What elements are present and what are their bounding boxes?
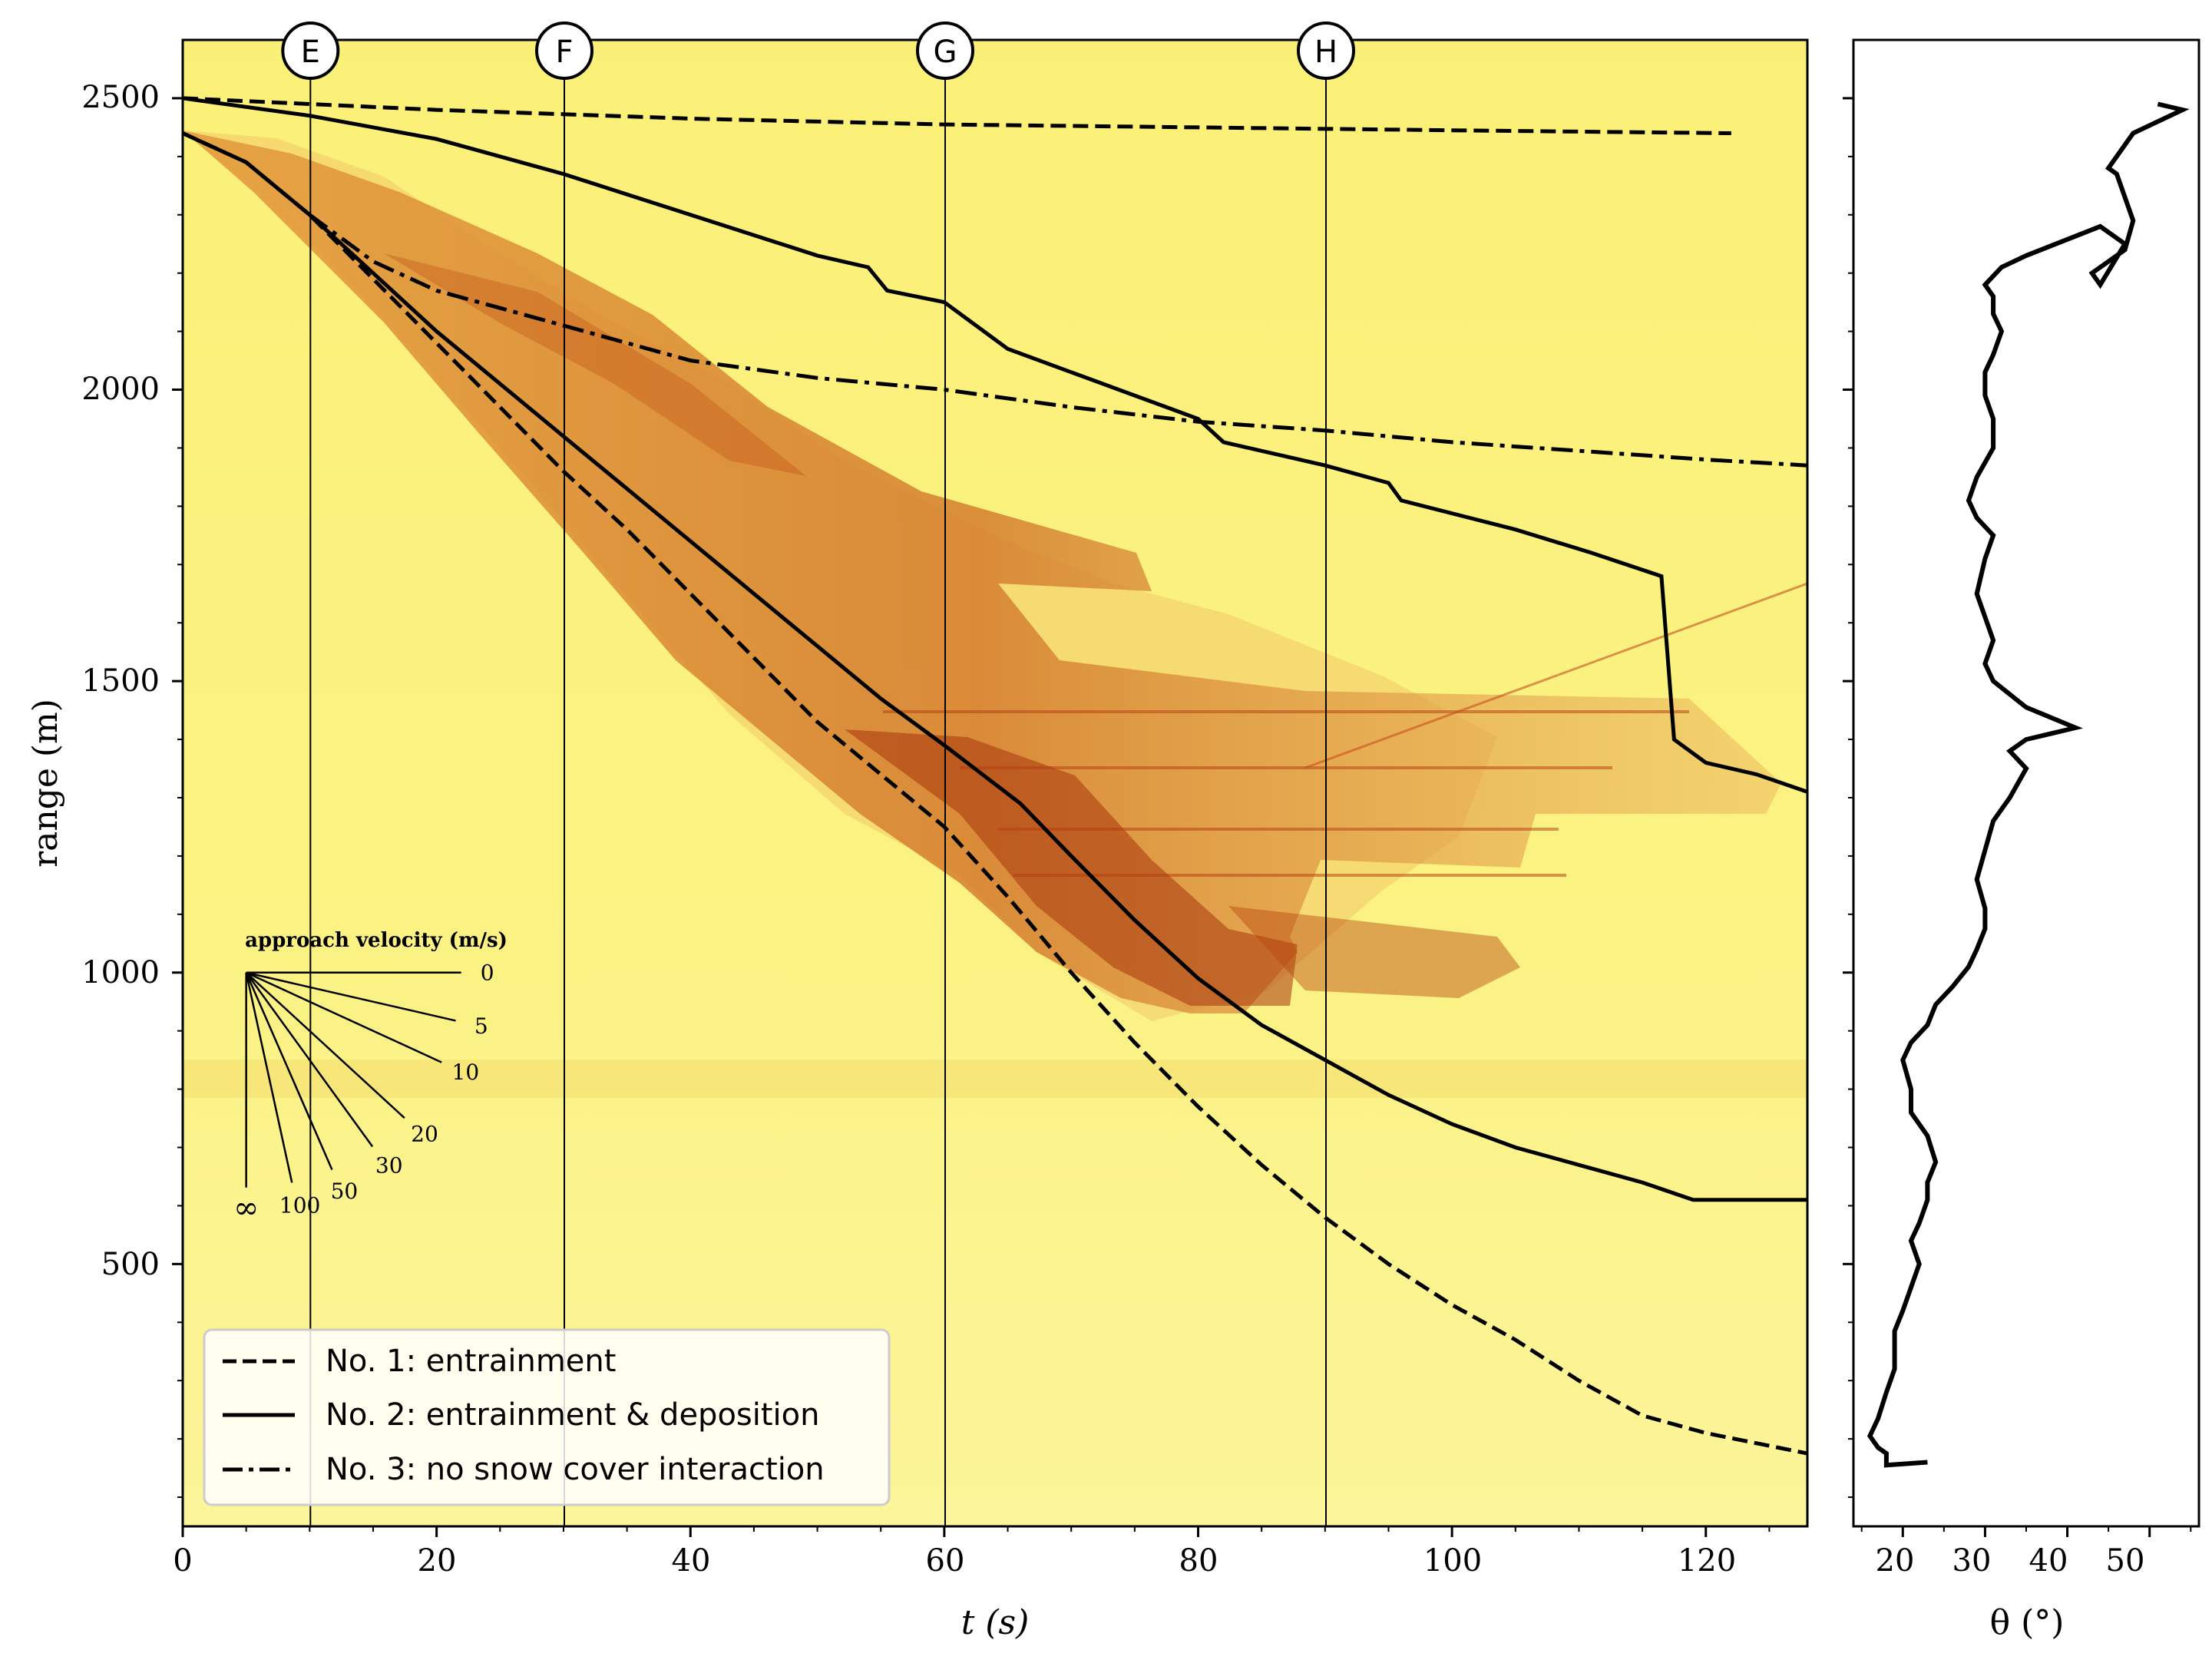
slope-x-tick-labels: 20 30 40 50 — [1876, 1543, 2145, 1579]
slope-x-tick-label: 20 — [1876, 1543, 1915, 1579]
marker-e: E — [281, 21, 340, 80]
marker-f: F — [535, 21, 594, 80]
marker-h: H — [1297, 21, 1355, 80]
marker-h-label: H — [1314, 35, 1337, 70]
velocity-ray — [246, 971, 456, 1022]
velocity-inset: 0 5 10 20 30 50 100 ∞ — [233, 960, 494, 1226]
slope-ticks — [1843, 97, 2192, 1537]
main-y-tick-labels: 500 1000 1500 2000 2500 — [81, 80, 160, 1282]
velocity-label: 5 — [474, 1013, 488, 1039]
x-tick-label: 40 — [672, 1543, 711, 1579]
marker-e-label: E — [301, 35, 320, 70]
marker-lines — [309, 40, 1327, 1526]
y-tick-label: 500 — [101, 1247, 160, 1282]
main-axes-frame — [181, 38, 1809, 1528]
velocity-label: 0 — [481, 960, 494, 986]
legend-entry-1: No. 1: entrainment — [326, 1344, 616, 1379]
y-tick-label: 2000 — [81, 372, 160, 407]
y-tick-label: 1500 — [81, 663, 160, 699]
x-tick-label: 120 — [1678, 1543, 1736, 1579]
velocity-ray — [246, 971, 442, 1063]
velocity-ray — [245, 972, 374, 1148]
marker-g: G — [916, 21, 974, 80]
velocity-label: ∞ — [233, 1191, 259, 1226]
model-curves — [183, 96, 1807, 1456]
velocity-ray — [245, 972, 293, 1183]
x-tick-label: 0 — [173, 1543, 192, 1579]
velocity-label: 10 — [452, 1060, 480, 1085]
series-line-2 — [183, 96, 1731, 135]
slope-curve-group — [1866, 101, 2190, 1468]
series-line-4 — [183, 96, 1807, 794]
slope-x-axis-label: θ (°) — [1990, 1603, 2065, 1642]
radar-image — [183, 40, 1807, 1526]
velocity-inset-title: approach velocity (m/s) — [245, 929, 508, 952]
legend-entry-3: No. 3: no snow cover interaction — [326, 1452, 825, 1487]
main-ticks — [172, 97, 1771, 1537]
velocity-label: 30 — [375, 1153, 403, 1179]
y-tick-label: 1000 — [81, 955, 160, 990]
x-axis-label: t (s) — [961, 1603, 1030, 1642]
velocity-label: 100 — [279, 1193, 320, 1218]
y-tick-label: 2500 — [81, 80, 160, 115]
marker-f-label: F — [555, 35, 573, 70]
slope-x-tick-label: 50 — [2106, 1543, 2145, 1579]
velocity-ray — [245, 971, 405, 1119]
legend: No. 1: entrainment No. 2: entrainment & … — [203, 1328, 891, 1506]
y-axis-label: range (m) — [26, 699, 65, 868]
series-line-5 — [308, 213, 1807, 468]
main-x-tick-labels: 0 20 40 60 80 100 120 — [173, 1543, 1736, 1579]
x-tick-label: 20 — [418, 1543, 457, 1579]
slope-x-tick-label: 40 — [2029, 1543, 2068, 1579]
slope-x-tick-label: 30 — [1952, 1543, 1992, 1579]
velocity-ray — [245, 972, 333, 1170]
x-tick-label: 100 — [1423, 1543, 1482, 1579]
series-line-3 — [183, 131, 1807, 1202]
slope-line — [1866, 101, 2190, 1468]
velocity-label: 50 — [331, 1179, 359, 1204]
velocity-label: 20 — [411, 1121, 438, 1146]
legend-entry-2: No. 2: entrainment & deposition — [326, 1397, 820, 1433]
marker-g-label: G — [934, 35, 957, 70]
series-line-1 — [183, 131, 1807, 1456]
x-tick-label: 80 — [1179, 1543, 1218, 1579]
x-tick-label: 60 — [926, 1543, 965, 1579]
